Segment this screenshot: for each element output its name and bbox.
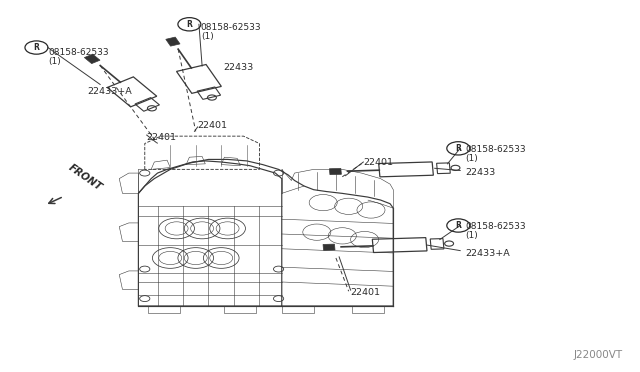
Text: 08158-62533: 08158-62533: [465, 145, 526, 154]
Text: 22433: 22433: [223, 63, 253, 72]
Text: J22000VT: J22000VT: [573, 350, 623, 359]
Polygon shape: [84, 54, 100, 64]
Text: 22433+A: 22433+A: [88, 87, 132, 96]
Text: 22433: 22433: [465, 168, 495, 177]
Text: 22401: 22401: [198, 121, 228, 129]
Text: 08158-62533: 08158-62533: [48, 48, 109, 57]
Text: (1): (1): [201, 32, 214, 41]
Text: 22401: 22401: [351, 288, 381, 297]
Polygon shape: [323, 244, 335, 250]
Polygon shape: [166, 37, 180, 46]
Text: (1): (1): [48, 57, 61, 66]
Text: FRONT: FRONT: [67, 162, 104, 192]
Text: 08158-62533: 08158-62533: [465, 222, 526, 231]
Text: R: R: [33, 43, 40, 52]
Text: 22401: 22401: [364, 158, 394, 167]
Text: (1): (1): [465, 231, 478, 240]
Text: 22401: 22401: [147, 133, 177, 142]
Text: R: R: [186, 20, 192, 29]
Text: (1): (1): [465, 154, 478, 163]
Text: R: R: [455, 144, 461, 153]
Polygon shape: [330, 169, 341, 174]
Text: 22433+A: 22433+A: [465, 249, 510, 258]
Text: 08158-62533: 08158-62533: [201, 23, 262, 32]
Text: R: R: [455, 221, 461, 230]
